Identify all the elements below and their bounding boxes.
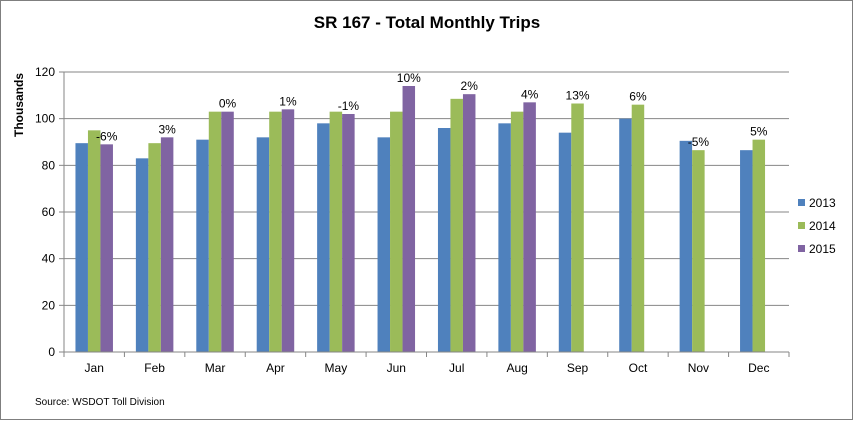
bar-2014-aug <box>510 111 524 353</box>
legend-label-2013: 2013 <box>809 196 836 210</box>
bar-2015-feb <box>160 137 174 352</box>
x-tick-label: Aug <box>506 361 527 375</box>
data-label-nov: -5% <box>688 135 710 149</box>
y-axis-label: Thousands <box>12 73 26 137</box>
x-tick-label: Dec <box>748 361 769 375</box>
x-tick-label: Sep <box>567 361 589 375</box>
bar-2014-may <box>329 111 343 353</box>
data-labels: -6% 3% 0% 1% -1% 10% 2% 4% 13% 6% -5% 5% <box>96 71 768 149</box>
bar-2013-sep <box>558 132 572 352</box>
source-note: Source: WSDOT Toll Division <box>35 397 165 408</box>
legend-swatch-2014 <box>798 222 805 229</box>
legend: 2013 2014 2015 <box>798 196 836 256</box>
y-tick-label: 40 <box>42 252 56 266</box>
data-label-dec: 5% <box>750 125 768 139</box>
bar-2013-feb <box>135 158 149 352</box>
axes: 0 20 40 60 80 100 120 Jan Feb Mar Apr May Jun Jul Aug S… <box>35 65 790 375</box>
data-label-aug: 4% <box>521 87 539 101</box>
bar-2014-mar <box>208 111 222 353</box>
y-tick-label: 100 <box>35 112 55 126</box>
data-label-jan: -6% <box>96 129 118 143</box>
bar-2015-jun <box>402 86 416 352</box>
y-tick-label: 20 <box>42 298 56 312</box>
bar-2013-mar <box>196 139 209 352</box>
x-tick-label: Oct <box>629 361 648 375</box>
gridlines <box>64 71 789 306</box>
data-label-jul: 2% <box>461 79 479 93</box>
x-tick-label: Nov <box>688 361 709 375</box>
bar-2014-oct <box>631 104 645 353</box>
x-tick-label: Feb <box>144 361 165 375</box>
bar-2015-may <box>342 114 355 352</box>
y-tick-label: 80 <box>42 158 56 172</box>
bar-2013-dec <box>740 150 753 352</box>
x-tick-label: Jun <box>387 361 406 375</box>
data-label-may: -1% <box>338 99 360 113</box>
data-label-apr: 1% <box>279 94 297 108</box>
legend-swatch-2015 <box>798 245 805 252</box>
bar-2015-mar <box>221 111 234 353</box>
bar-2014-jul <box>450 98 463 352</box>
legend-swatch-2013 <box>798 199 805 206</box>
legend-label-2014: 2014 <box>809 219 836 233</box>
bar-2015-jan <box>100 144 113 352</box>
data-label-jun: 10% <box>397 71 421 85</box>
data-label-oct: 6% <box>629 90 647 104</box>
bar-2014-apr <box>269 111 282 353</box>
bar-2014-sep <box>571 103 584 352</box>
x-tick-label: Jan <box>85 361 104 375</box>
bars <box>75 86 766 353</box>
bar-2013-jan <box>75 143 88 352</box>
bar-2015-jul <box>462 94 476 353</box>
x-tick-label: Mar <box>205 361 226 375</box>
bar-2014-jun <box>390 111 403 353</box>
data-label-feb: 3% <box>158 122 176 136</box>
x-tick-label: May <box>325 361 348 375</box>
x-tick-label: Jul <box>449 361 464 375</box>
bar-2013-nov <box>679 140 693 352</box>
chart-title: SR 167 - Total Monthly Trips <box>314 13 540 32</box>
bar-2015-apr <box>281 109 295 352</box>
data-label-sep: 13% <box>566 89 590 103</box>
bar-2015-aug <box>523 102 536 352</box>
bar-2013-jun <box>377 137 391 352</box>
bar-2014-dec <box>752 139 766 352</box>
legend-label-2015: 2015 <box>809 242 836 256</box>
data-label-mar: 0% <box>219 97 237 111</box>
bar-2014-nov <box>692 150 705 352</box>
bar-2013-aug <box>498 123 511 352</box>
bar-2013-may <box>317 123 330 352</box>
y-tick-label: 60 <box>42 205 56 219</box>
bar-2013-oct <box>619 118 632 353</box>
bar-2013-jul <box>437 128 451 352</box>
bar-2013-apr <box>256 137 270 352</box>
bar-2014-feb <box>148 143 161 352</box>
y-tick-label: 0 <box>48 345 55 359</box>
y-tick-label: 120 <box>35 65 55 79</box>
bar-2014-jan <box>87 130 101 352</box>
x-tick-label: Apr <box>266 361 285 375</box>
